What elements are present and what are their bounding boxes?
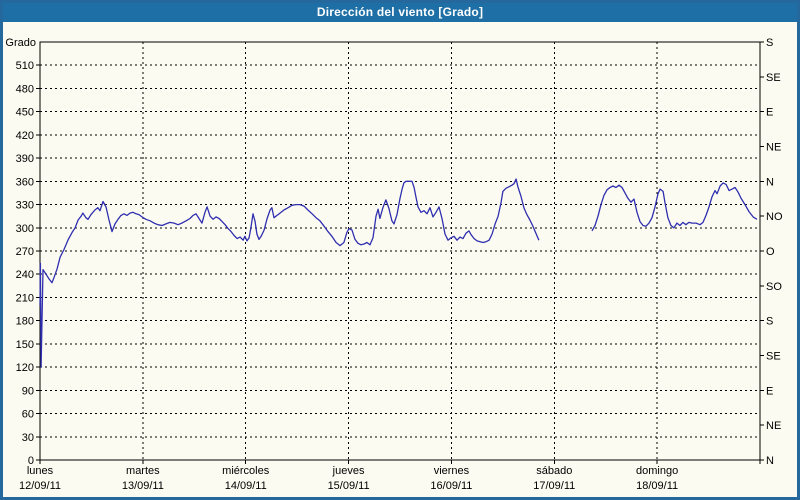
day-name-label: lunes	[27, 465, 54, 477]
plot-border	[39, 41, 761, 461]
y-left-tick-label: 120	[16, 362, 34, 374]
compass-label: NE	[766, 420, 781, 432]
y-left-tick-label: 210	[16, 292, 34, 304]
compass-label: NE	[766, 142, 781, 154]
day-date-label: 18/09/11	[636, 480, 678, 492]
y-left-tick-label: 240	[16, 269, 34, 281]
compass-label: S	[766, 37, 773, 49]
compass-label: SE	[766, 72, 781, 84]
compass-label: S	[766, 316, 773, 328]
compass-label: E	[766, 385, 773, 397]
compass-label: E	[766, 107, 773, 119]
y-left-tick-label: 90	[22, 385, 34, 397]
day-date-label: 16/09/11	[430, 480, 472, 492]
compass-label: O	[766, 246, 775, 258]
y-left-tick-label: 60	[22, 409, 34, 421]
wind-direction-line	[39, 178, 540, 368]
day-name-label: domingo	[636, 465, 678, 477]
day-name-label: miércoles	[222, 465, 270, 477]
y-left-tick-label: 330	[16, 200, 34, 212]
y-left-tick-label: 300	[16, 223, 34, 235]
compass-label: N	[766, 176, 774, 188]
y-left-tick-label: 420	[16, 130, 34, 142]
day-date-label: 14/09/11	[225, 480, 267, 492]
wind-direction-chart: 0 30 60 90 120 150 180 210 240 270 300 330 360 390 420…	[5, 37, 783, 492]
y-left-tick-label: 450	[16, 107, 34, 119]
y-axis-title: Grado	[5, 37, 36, 49]
compass-label: NO	[766, 211, 783, 223]
y-left-tick-label: 270	[16, 246, 34, 258]
y-left-tick-label: 510	[16, 60, 34, 72]
compass-label: SE	[766, 351, 781, 363]
compass-label: SO	[766, 281, 782, 293]
day-name-label: martes	[126, 465, 160, 477]
y-left-tick-label: 360	[16, 176, 34, 188]
day-name-label: sábado	[536, 465, 572, 477]
day-name-label: jueves	[332, 465, 365, 477]
day-date-label: 17/09/11	[533, 480, 575, 492]
day-date-label: 12/09/11	[19, 480, 61, 492]
y-left-tick-label: 480	[16, 83, 34, 95]
y-left-tick-label: 0	[28, 455, 34, 467]
chart-title-bar: Dirección del viento [Grado]	[3, 3, 797, 22]
wind-direction-line	[591, 182, 758, 232]
compass-label: N	[766, 455, 774, 467]
y-left-tick-label: 150	[16, 339, 34, 351]
day-name-label: viernes	[434, 465, 470, 477]
y-left-tick-label: 180	[16, 316, 34, 328]
y-left-tick-label: 30	[22, 432, 34, 444]
y-left-tick-label: 390	[16, 153, 34, 165]
day-date-label: 13/09/11	[122, 480, 164, 492]
day-date-label: 15/09/11	[328, 480, 370, 492]
